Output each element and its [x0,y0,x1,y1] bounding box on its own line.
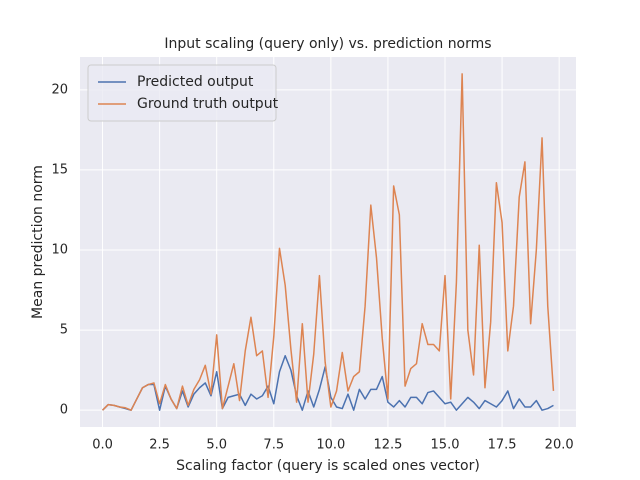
x-tick-label: 10.0 [316,438,345,453]
y-tick-label: 20 [51,82,68,97]
legend-label: Ground truth output [137,96,279,112]
x-tick-label: 2.5 [149,438,170,453]
y-tick-label: 15 [51,162,68,177]
x-tick-label: 17.5 [488,438,517,453]
y-axis-label: Mean prediction norm [30,165,46,319]
x-tick-label: 15.0 [431,438,460,453]
x-tick-label: 0.0 [92,438,113,453]
legend-box [87,64,277,122]
legend-label: Predicted output [137,74,254,90]
y-tick-label: 5 [60,323,68,338]
line-series [102,73,555,411]
x-tick-label: 7.5 [263,438,284,453]
y-tick-label: 0 [60,403,68,418]
x-axis-label: Scaling factor (query is scaled ones vec… [176,458,480,474]
y-tick-label: 10 [51,243,68,258]
x-tick-label: 5.0 [206,438,227,453]
legend: Predicted output Ground truth output [87,64,279,122]
chart-title: Input scaling (query only) vs. predictio… [164,36,491,52]
x-tick-label: 12.5 [373,438,402,453]
x-tick-label: 20.0 [545,438,574,453]
